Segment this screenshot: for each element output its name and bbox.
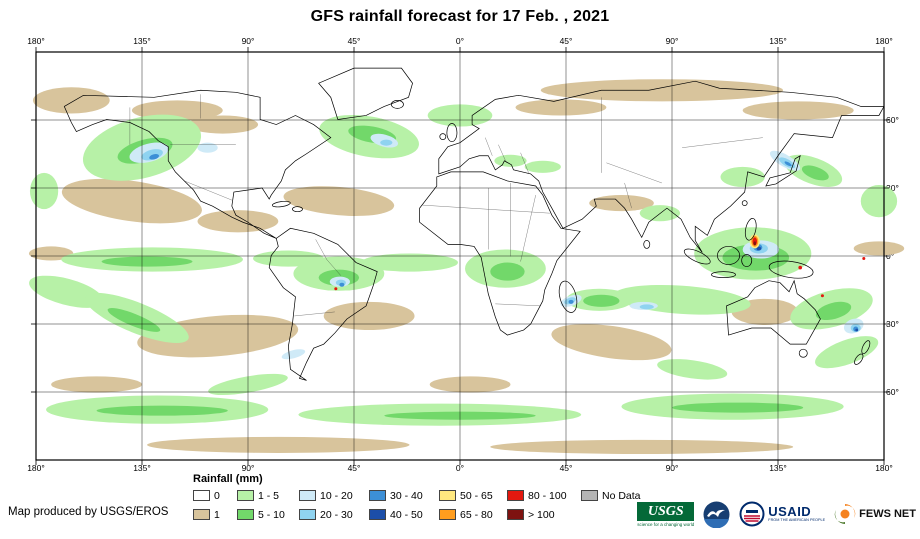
usaid-text: USAID FROM THE AMERICAN PEOPLE xyxy=(768,505,825,523)
lat-tick-label: 0° xyxy=(886,251,895,261)
usgs-logo: USGS science for a changing world xyxy=(637,501,695,527)
legend-swatch xyxy=(299,490,316,501)
legend-item: 0 xyxy=(193,490,237,502)
lon-tick-label: 180° xyxy=(875,463,893,473)
legend-swatch xyxy=(369,509,386,520)
lon-tick-label: 135° xyxy=(769,36,787,46)
map-credit: Map produced by USGS/EROS xyxy=(8,506,169,518)
page-title: GFS rainfall forecast for 17 Feb. , 2021 xyxy=(310,8,610,25)
lon-tick-label: 180° xyxy=(27,36,45,46)
usaid-wordmark: USAID xyxy=(768,504,812,520)
legend-item: 10 - 20 xyxy=(299,490,369,502)
legend-label: 50 - 65 xyxy=(460,489,493,502)
legend-label: 20 - 30 xyxy=(320,508,353,521)
usaid-seal-icon xyxy=(739,501,765,527)
legend-item: 30 - 40 xyxy=(369,490,439,502)
legend-swatch xyxy=(299,509,316,520)
fewsnet-logo: FEWS NET xyxy=(834,503,916,525)
noaa-logo xyxy=(703,501,730,528)
legend-label: 0 xyxy=(214,489,220,502)
lon-tick-label: 135° xyxy=(769,463,787,473)
world-map xyxy=(28,46,905,466)
legend-label: > 100 xyxy=(528,508,555,521)
map-frame xyxy=(35,51,885,461)
legend-item: 1 - 5 xyxy=(237,490,299,502)
frame-ticks xyxy=(30,46,890,466)
legend-swatch xyxy=(369,490,386,501)
usgs-tagline: science for a changing world xyxy=(637,521,695,527)
legend-label: 10 - 20 xyxy=(320,489,353,502)
usaid-logo: USAID FROM THE AMERICAN PEOPLE xyxy=(739,501,825,527)
lat-tick-label: 60° xyxy=(886,387,899,397)
lon-tick-label: 135° xyxy=(133,36,151,46)
lon-axis-bottom: 180° 135° 90° 45° 0° 45° 90° 135° 180° xyxy=(27,463,893,473)
legend-row-1: 0 1 - 5 10 - 20 30 - 40 50 - 65 80 - 100… xyxy=(193,488,661,503)
lat-tick-label: 60° xyxy=(886,115,899,125)
legend-item: 5 - 10 xyxy=(237,509,299,521)
legend-swatch xyxy=(193,490,210,501)
lon-tick-label: 45° xyxy=(347,36,361,46)
legend-swatch xyxy=(237,509,254,520)
lon-tick-label: 45° xyxy=(559,463,573,473)
fewsnet-wordmark: FEWS NET xyxy=(859,508,916,520)
lat-axis-right: 60° 30° 0° 30° 60° xyxy=(886,52,908,460)
legend-swatch xyxy=(237,490,254,501)
lon-tick-label: 135° xyxy=(133,463,151,473)
legend-item: 50 - 65 xyxy=(439,490,507,502)
lon-tick-label: 45° xyxy=(559,36,573,46)
lat-tick-label: 30° xyxy=(886,183,899,193)
legend-label: 80 - 100 xyxy=(528,489,567,502)
lon-axis-top: 180° 135° 90° 45° 0° 45° 90° 135° 180° xyxy=(27,36,893,46)
legend-label: 65 - 80 xyxy=(460,508,493,521)
legend-swatch xyxy=(581,490,598,501)
legend-item: 80 - 100 xyxy=(507,490,581,502)
legend-swatch xyxy=(507,509,524,520)
legend-item: No Data xyxy=(581,490,661,502)
fewsnet-swirl-icon xyxy=(834,504,856,524)
lon-tick-label: 180° xyxy=(27,463,45,473)
legend-swatch xyxy=(439,490,456,501)
legend: Rainfall (mm) 0 1 - 5 10 - 20 30 - 40 50… xyxy=(193,473,661,526)
lat-tick-label: 30° xyxy=(886,319,899,329)
usaid-tagline: FROM THE AMERICAN PEOPLE xyxy=(768,518,826,523)
lon-tick-label: 0° xyxy=(455,36,465,46)
country-borders xyxy=(129,94,763,317)
lon-tick-label: 90° xyxy=(665,463,679,473)
logo-strip: USGS science for a changing world USAID … xyxy=(637,495,916,533)
legend-item: 65 - 80 xyxy=(439,509,507,521)
coastlines xyxy=(63,67,885,381)
usgs-wordmark: USGS xyxy=(637,501,695,521)
lon-tick-label: 45° xyxy=(347,463,361,473)
legend-label: 1 - 5 xyxy=(258,489,280,502)
lon-tick-label: 0° xyxy=(455,463,465,473)
lon-tick-label: 90° xyxy=(665,36,679,46)
legend-swatch xyxy=(193,509,210,520)
lon-tick-label: 180° xyxy=(875,36,893,46)
lon-tick-label: 90° xyxy=(241,36,255,46)
legend-item: 20 - 30 xyxy=(299,509,369,521)
lon-tick-label: 90° xyxy=(241,463,255,473)
legend-row-2: 1 5 - 10 20 - 30 40 - 50 65 - 80 > 100 xyxy=(193,507,661,522)
legend-item: 40 - 50 xyxy=(369,509,439,521)
legend-item: > 100 xyxy=(507,509,581,521)
legend-swatch xyxy=(507,490,524,501)
legend-label: 5 - 10 xyxy=(258,508,285,521)
legend-label: 40 - 50 xyxy=(390,508,423,521)
legend-item: 1 xyxy=(193,509,237,521)
legend-swatch xyxy=(439,509,456,520)
legend-label: No Data xyxy=(602,489,641,502)
legend-title: Rainfall (mm) xyxy=(193,473,263,485)
legend-label: 1 xyxy=(214,508,220,521)
legend-label: 30 - 40 xyxy=(390,489,423,502)
